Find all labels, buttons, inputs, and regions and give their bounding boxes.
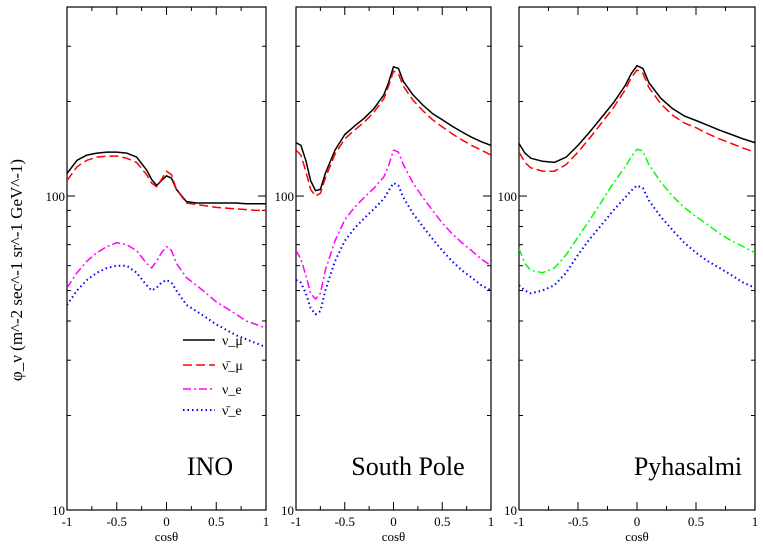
x-tick-label: -0.5 — [106, 514, 127, 529]
legend-label-numu: ν_μ — [222, 334, 243, 349]
series-line-dashed — [519, 69, 755, 172]
x-tick-label: 1 — [263, 514, 270, 529]
series-line-dotted — [67, 264, 266, 349]
plot-frame — [518, 6, 756, 511]
panel-south-pole: -1 -0.5 0 0.5 1 cosθ 100 10 South Pole — [275, 6, 495, 544]
series-line-dotted — [519, 184, 755, 295]
series-line-solid — [67, 151, 266, 205]
x-axis-label: cosθ — [382, 529, 406, 544]
x-tick-label: 0.5 — [208, 514, 224, 529]
series-line-dashdot — [296, 149, 491, 300]
series-line-dashed — [67, 155, 266, 212]
x-tick-label: -1 — [291, 514, 302, 529]
y-tick-label: 10 — [281, 503, 294, 518]
x-tick-label: 1 — [488, 514, 495, 529]
x-axis-label: cosθ — [155, 529, 179, 544]
series-line-dashdot — [67, 241, 266, 329]
plot-frame — [66, 6, 267, 511]
panel-ino: -1 -0.5 0 0.5 1 cosθ 100 10 INO — [46, 6, 270, 544]
panel-title: Pyhasalmi — [634, 452, 742, 481]
x-tick-label: 0 — [163, 514, 170, 529]
y-tick-label: 100 — [498, 189, 518, 204]
x-tick-label: -0.5 — [568, 514, 589, 529]
y-tick-label: 100 — [275, 189, 295, 204]
legend-label-nue: ν_e — [222, 383, 242, 398]
x-tick-label: 0.5 — [434, 514, 450, 529]
plot-frame — [295, 6, 492, 511]
panel-title: INO — [187, 452, 233, 481]
series-line-dotted — [296, 182, 491, 316]
series-line-dashed — [296, 70, 491, 197]
legend-label-nuebar: ν̄_e — [222, 404, 242, 419]
series-line-solid — [519, 64, 755, 164]
series-line-dashdot — [519, 148, 755, 274]
y-tick-label: 10 — [52, 503, 65, 518]
y-axis-label: φ_ν (m^-2 sec^-1 sr^-1 GeV^-1) — [7, 159, 26, 381]
y-tick-label: 100 — [46, 189, 66, 204]
x-tick-label: 0 — [390, 514, 397, 529]
x-tick-label: 0.5 — [688, 514, 704, 529]
y-tick-label: 10 — [504, 503, 517, 518]
x-tick-label: -1 — [62, 514, 73, 529]
legend-label-numubar: ν̄_μ — [222, 359, 243, 374]
x-tick-label: 0 — [634, 514, 641, 529]
panel-title: South Pole — [351, 452, 464, 481]
x-axis-label: cosθ — [625, 529, 649, 544]
series-line-solid — [296, 66, 491, 192]
x-tick-label: -0.5 — [334, 514, 355, 529]
x-tick-label: -1 — [514, 514, 525, 529]
legend: ν_μ ν̄_μ ν_e ν̄_e — [183, 334, 243, 419]
panel-pyhasalmi: -1 -0.5 0 0.5 1 cosθ 100 10 Pyhasalmi — [498, 6, 759, 544]
x-tick-label: 1 — [752, 514, 759, 529]
